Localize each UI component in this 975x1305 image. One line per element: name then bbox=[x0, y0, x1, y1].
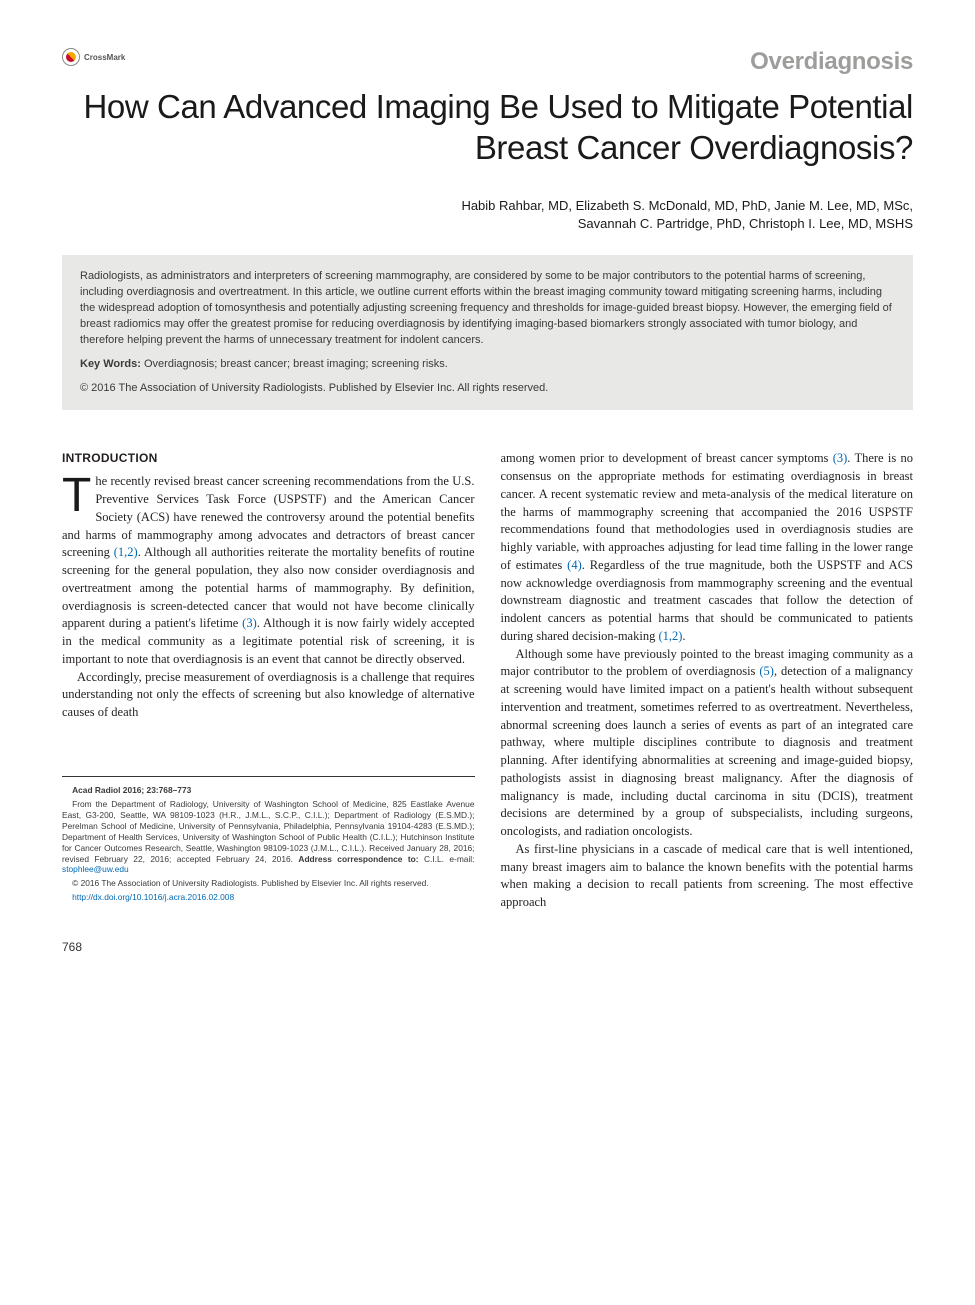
intro-heading: INTRODUCTION bbox=[62, 450, 475, 467]
right-para-2: Although some have previously pointed to… bbox=[501, 646, 914, 841]
right-column: among women prior to development of brea… bbox=[501, 450, 914, 912]
authors-line-2: Savannah C. Partridge, PhD, Christoph I.… bbox=[578, 216, 913, 231]
footnote-affiliations: From the Department of Radiology, Univer… bbox=[62, 799, 475, 875]
left-column: INTRODUCTION The recently revised breast… bbox=[62, 450, 475, 912]
crossmark-label: CrossMark bbox=[84, 53, 125, 62]
body-columns: INTRODUCTION The recently revised breast… bbox=[62, 450, 913, 912]
abstract-box: Radiologists, as administrators and inte… bbox=[62, 255, 913, 411]
citation-1-2b[interactable]: (1,2) bbox=[658, 629, 682, 643]
citation-3b[interactable]: (3) bbox=[833, 451, 848, 465]
page-number: 768 bbox=[62, 940, 913, 954]
doi-link[interactable]: http://dx.doi.org/10.1016/j.acra.2016.02… bbox=[72, 892, 234, 902]
abstract-body: Radiologists, as administrators and inte… bbox=[80, 269, 895, 349]
footnote-citation: Acad Radiol 2016; 23:768–773 bbox=[62, 785, 475, 796]
right-para-3: As first-line physicians in a cascade of… bbox=[501, 841, 914, 912]
keywords-text: Overdiagnosis; breast cancer; breast ima… bbox=[144, 358, 448, 370]
dropcap: T bbox=[62, 473, 95, 517]
article-title: How Can Advanced Imaging Be Used to Miti… bbox=[62, 86, 913, 169]
intro-para-1: The recently revised breast cancer scree… bbox=[62, 473, 475, 668]
keywords-label: Key Words: bbox=[80, 358, 141, 370]
corr-email-link[interactable]: stophlee@uw.edu bbox=[62, 864, 129, 874]
citation-5[interactable]: (5) bbox=[759, 664, 774, 678]
footnote-doi: http://dx.doi.org/10.1016/j.acra.2016.02… bbox=[62, 892, 475, 903]
citation-4[interactable]: (4) bbox=[567, 558, 582, 572]
citation-1-2[interactable]: (1,2) bbox=[114, 545, 138, 559]
section-label: Overdiagnosis bbox=[62, 48, 913, 76]
crossmark-badge[interactable]: CrossMark bbox=[62, 48, 125, 66]
right-para-1: among women prior to development of brea… bbox=[501, 450, 914, 645]
footnote-rule bbox=[62, 776, 475, 777]
footnote-block: Acad Radiol 2016; 23:768–773 From the De… bbox=[62, 785, 475, 903]
abstract-keywords: Key Words: Overdiagnosis; breast cancer;… bbox=[80, 357, 895, 373]
crossmark-icon bbox=[62, 48, 80, 66]
citation-3[interactable]: (3) bbox=[242, 616, 257, 630]
intro-para-2: Accordingly, precise measurement of over… bbox=[62, 669, 475, 722]
authors-block: Habib Rahbar, MD, Elizabeth S. McDonald,… bbox=[62, 197, 913, 233]
authors-line-1: Habib Rahbar, MD, Elizabeth S. McDonald,… bbox=[461, 198, 913, 213]
abstract-copyright: © 2016 The Association of University Rad… bbox=[80, 381, 895, 397]
footnote-rights: © 2016 The Association of University Rad… bbox=[62, 878, 475, 889]
